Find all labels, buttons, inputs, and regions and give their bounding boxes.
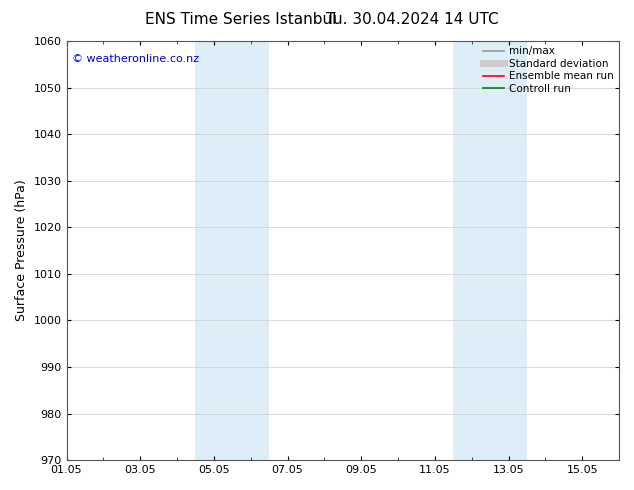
- Legend: min/max, Standard deviation, Ensemble mean run, Controll run: min/max, Standard deviation, Ensemble me…: [481, 44, 616, 96]
- Text: Tu. 30.04.2024 14 UTC: Tu. 30.04.2024 14 UTC: [326, 12, 498, 27]
- Text: © weatheronline.co.nz: © weatheronline.co.nz: [72, 53, 199, 64]
- Bar: [453, 41, 527, 460]
- Bar: [195, 41, 269, 460]
- Y-axis label: Surface Pressure (hPa): Surface Pressure (hPa): [15, 180, 28, 321]
- Text: ENS Time Series Istanbul: ENS Time Series Istanbul: [145, 12, 337, 27]
